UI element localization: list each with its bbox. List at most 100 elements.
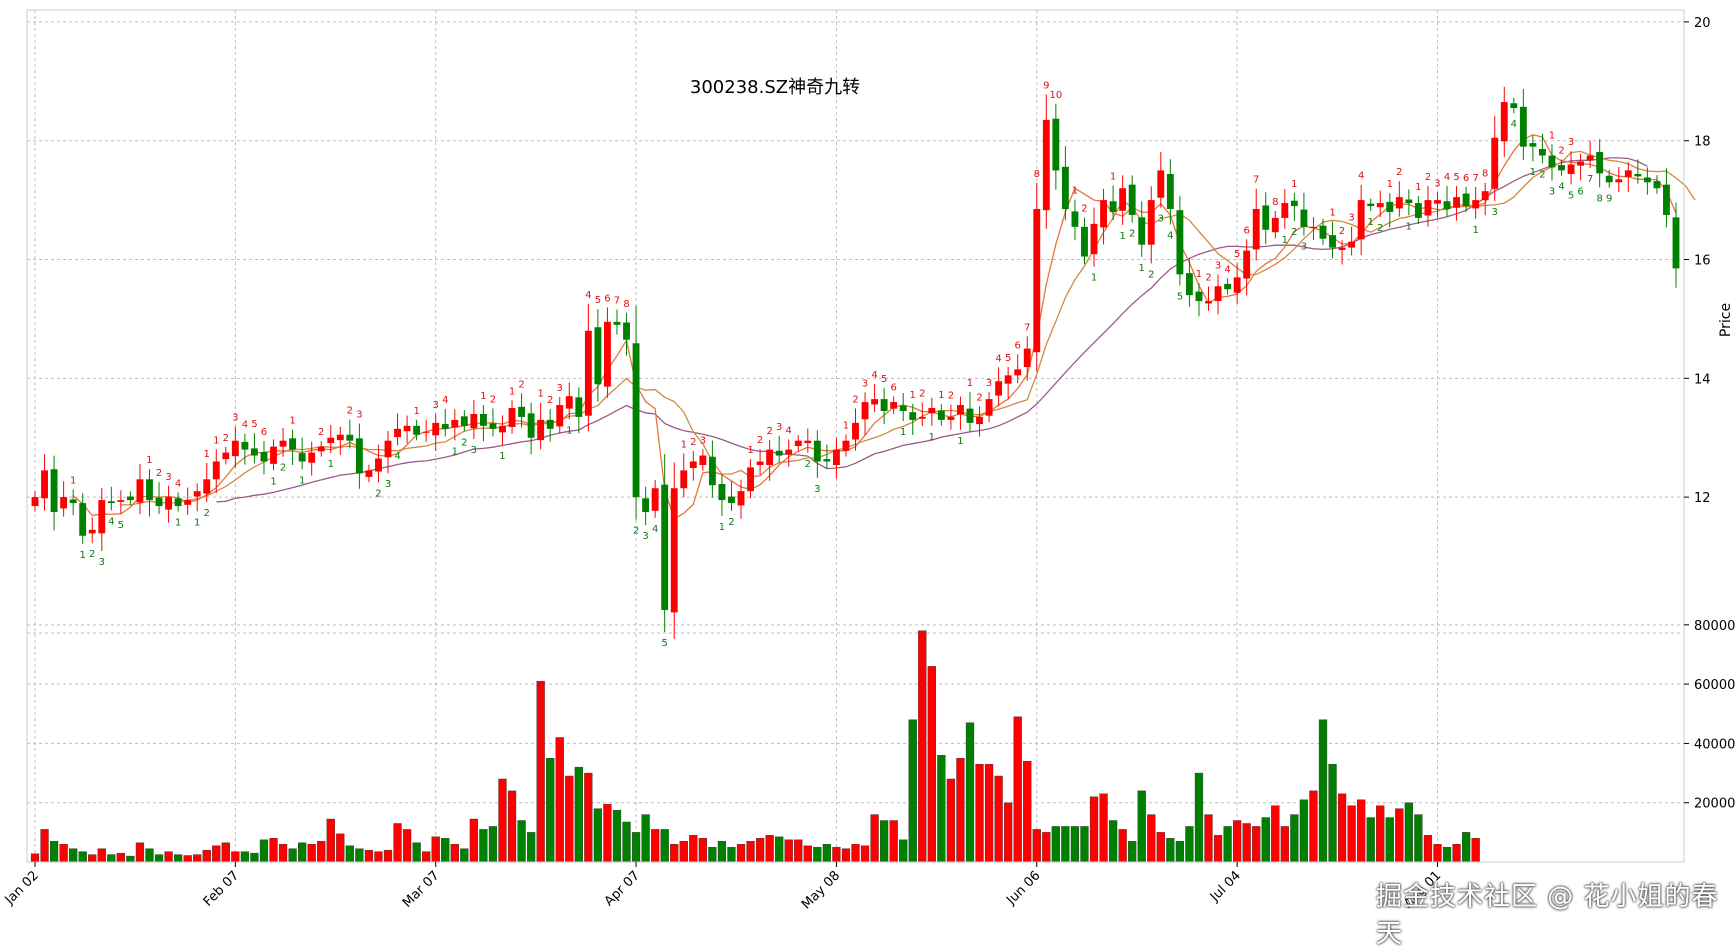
volume-bar xyxy=(307,844,316,863)
volume-bar xyxy=(49,841,59,863)
volume-bar xyxy=(498,778,507,863)
volume-bar xyxy=(1280,826,1289,863)
candle-body xyxy=(260,451,268,462)
td-buy-count: 1 xyxy=(900,427,906,438)
volume-bar xyxy=(603,803,612,863)
td-sell-count: 6 xyxy=(1463,173,1469,184)
candle-body xyxy=(1596,151,1604,174)
volume-bar xyxy=(822,844,832,863)
td-sell-count: 1 xyxy=(938,390,944,401)
td-sell-count: 4 xyxy=(871,370,877,381)
volume-bar xyxy=(584,772,593,863)
volume-bar xyxy=(1318,719,1328,863)
candle-body xyxy=(957,405,964,415)
volume-bar xyxy=(1442,846,1452,863)
volume-bar xyxy=(1433,844,1442,863)
candle-body xyxy=(60,497,68,509)
td-sell-count: 1 xyxy=(480,391,486,402)
td-sell-count: 2 xyxy=(1558,145,1564,156)
td-buy-count: 3 xyxy=(1492,207,1498,218)
candle-body xyxy=(1252,209,1260,250)
price-tick-label: 18 xyxy=(1694,135,1711,150)
td-sell-count: 1 xyxy=(70,475,76,486)
volume-bar xyxy=(794,839,803,863)
td-buy-count: 1 xyxy=(1530,167,1536,178)
volume-bar xyxy=(975,763,984,863)
volume-bar xyxy=(345,845,354,863)
td-sell-count: 2 xyxy=(1339,226,1345,237)
volume-bar xyxy=(164,851,173,863)
volume-bar xyxy=(479,829,488,863)
ma-long-line xyxy=(216,157,1648,503)
volume-bar xyxy=(154,854,164,863)
candle-body xyxy=(976,416,983,425)
td-buy-count: 1 xyxy=(299,475,305,486)
volume-bar xyxy=(1337,793,1347,863)
volume-bar xyxy=(422,851,431,863)
td-buy-count: 1 xyxy=(328,459,334,470)
volume-bar xyxy=(1080,826,1089,863)
candle-body xyxy=(251,448,258,456)
td-sell-count: 1 xyxy=(537,389,543,400)
volume-bar xyxy=(231,851,240,863)
watermark: 掘金技术社区 @ 花小姐的春天 xyxy=(1376,882,1719,949)
volume-bar xyxy=(1137,790,1146,863)
candle-body xyxy=(1663,184,1670,215)
volume-bar xyxy=(746,841,755,863)
td-sell-count: 2 xyxy=(1396,167,1402,178)
td-sell-count: 1 xyxy=(843,420,849,431)
td-buy-count: 5 xyxy=(1568,190,1574,201)
candle-body xyxy=(527,413,535,438)
volume-bar xyxy=(908,719,917,863)
td-sell-count: 2 xyxy=(948,391,954,402)
td-buy-count: 1 xyxy=(1406,221,1412,232)
volume-bar xyxy=(574,766,583,863)
td-sell-count: 8 xyxy=(623,299,629,310)
td-buy-count: 3 xyxy=(385,479,391,490)
td-sell-count: 5 xyxy=(595,295,601,306)
volume-bar xyxy=(97,848,106,863)
td-sell-count: 2 xyxy=(766,426,772,437)
volume-bar xyxy=(135,842,145,863)
volume-bar xyxy=(469,818,479,863)
candle-body xyxy=(1100,200,1107,228)
td-sell-count: 3 xyxy=(1215,261,1221,272)
td-buy-count: 1 xyxy=(270,476,276,487)
candle-body xyxy=(1500,102,1508,142)
td-sell-count: 3 xyxy=(433,400,439,411)
volume-bar xyxy=(278,844,288,863)
candle-body xyxy=(193,491,201,497)
candle-body xyxy=(1262,205,1270,230)
candle-body xyxy=(165,497,173,510)
volume-bar xyxy=(1452,844,1461,863)
volume-bar xyxy=(193,854,202,863)
td-sell-count: 4 xyxy=(1224,264,1230,275)
volume-bar xyxy=(1347,805,1356,863)
x-tick-label: May 08 xyxy=(799,868,843,912)
x-tick-label: Jan 02 xyxy=(2,868,42,908)
volume-bar xyxy=(431,836,440,863)
td-buy-count: 5 xyxy=(118,520,124,531)
td-sell-count: 2 xyxy=(547,395,553,406)
volume-bar xyxy=(1013,716,1022,863)
volume-bar xyxy=(1471,838,1480,863)
candle-body xyxy=(203,479,211,494)
candle-body xyxy=(1023,348,1031,368)
volume-bar xyxy=(317,841,326,863)
td-buy-count: 2 xyxy=(280,463,286,474)
volume-bar xyxy=(240,851,250,863)
candle-body xyxy=(308,452,316,463)
candle-body xyxy=(432,422,440,436)
candle-body xyxy=(184,500,192,505)
candle-body xyxy=(460,416,468,426)
volume-bar xyxy=(1004,802,1013,863)
candle-body xyxy=(594,327,602,385)
volume-bar xyxy=(1204,814,1213,863)
volume-bar xyxy=(1252,826,1261,863)
volume-bar xyxy=(250,852,259,863)
td-buy-count: 8 xyxy=(1596,193,1602,204)
candle-body xyxy=(1605,175,1613,183)
gridlines xyxy=(27,10,1684,862)
candle-body xyxy=(1558,165,1565,171)
volume-bar xyxy=(1089,796,1099,863)
